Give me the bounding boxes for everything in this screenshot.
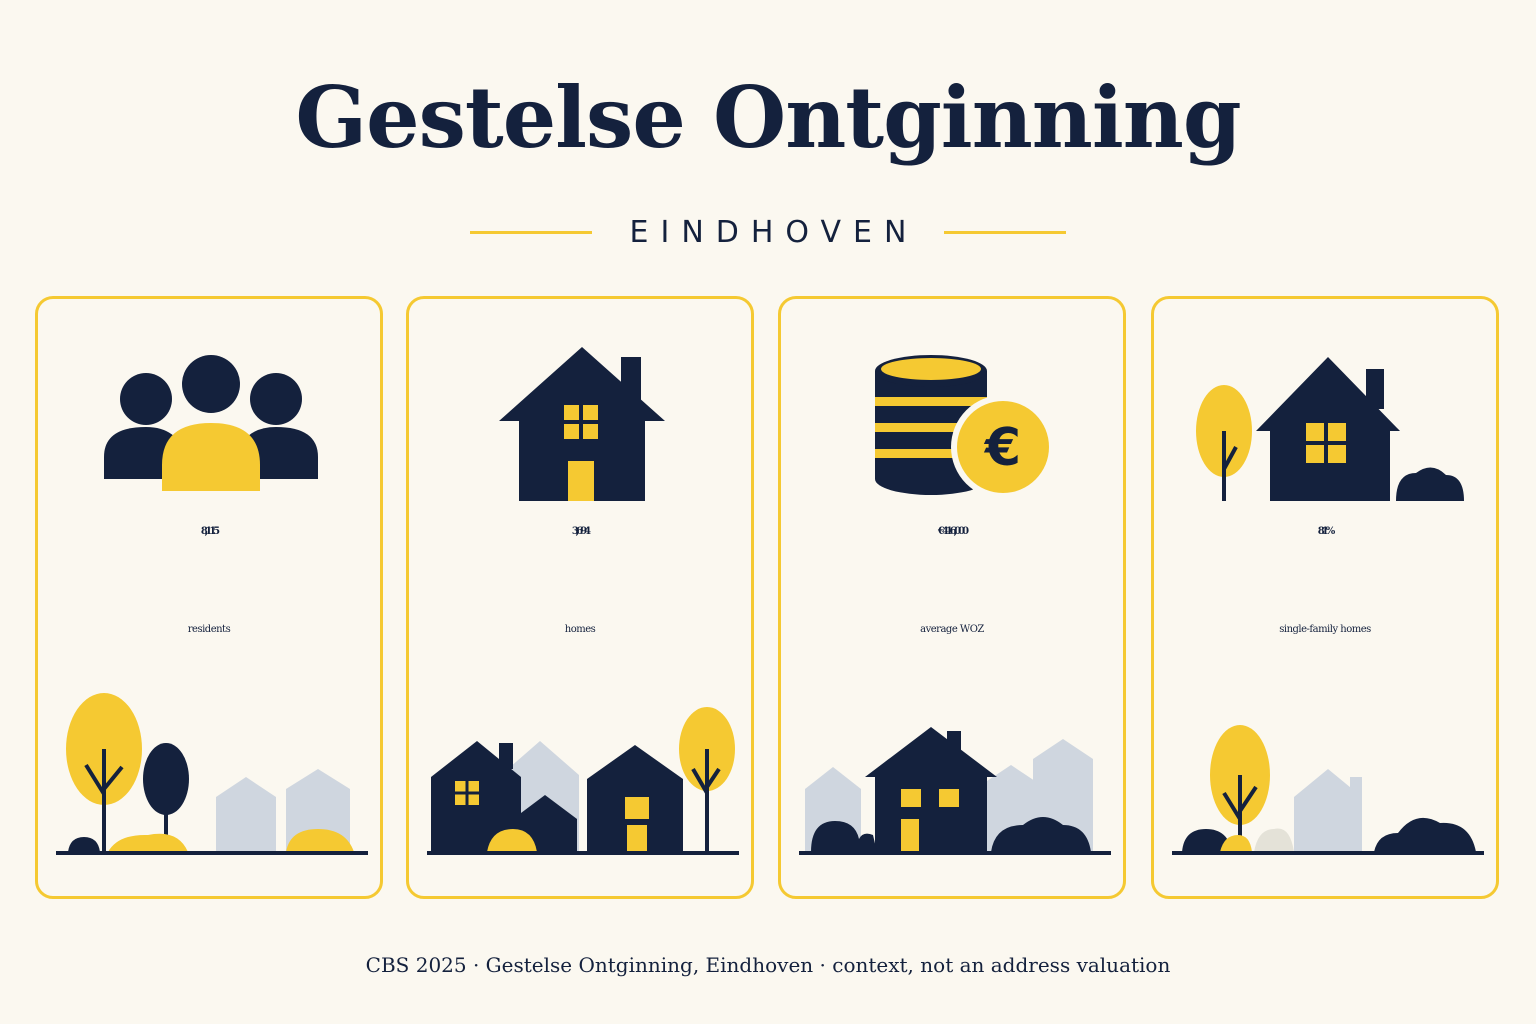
stat-card-homes: 3,694 homes <box>406 296 754 899</box>
page-title: Gestelse Ontginning <box>295 68 1241 167</box>
stat-label-residents: residents <box>187 624 231 635</box>
house-icon <box>499 347 665 501</box>
people-icon <box>104 355 318 491</box>
page-subtitle: EINDHOVEN <box>629 214 919 250</box>
svg-text:€: € <box>984 418 1021 478</box>
stat-value-residents: 8,115 <box>200 526 220 537</box>
neighbourhood-scene-icon <box>799 727 1111 855</box>
garden-scene-icon <box>1172 725 1484 855</box>
subtitle-rule-left <box>469 230 592 234</box>
subtitle-rule-right <box>944 230 1067 234</box>
stat-label-single-family: single-family homes <box>1279 624 1371 635</box>
detached-house-icon <box>1196 357 1464 501</box>
stat-value-single-family: 81% <box>1317 526 1335 537</box>
stat-value-woz: €416,000 <box>937 526 969 537</box>
stat-value-homes: 3,694 <box>571 526 591 537</box>
park-scene-icon <box>56 693 368 855</box>
stat-card-single-family: 81% single-family homes <box>1151 296 1499 899</box>
subtitle-row: EINDHOVEN <box>0 210 1536 254</box>
source-footer: CBS 2025 · Gestelse Ontginning, Eindhove… <box>365 953 1171 977</box>
stat-label-woz: average WOZ <box>920 624 984 635</box>
stat-label-homes: homes <box>564 624 596 635</box>
euro-coins-icon: € <box>875 355 1055 499</box>
stat-card-woz: € €416,000 average WOZ <box>778 296 1126 899</box>
street-scene-icon <box>427 707 739 855</box>
stat-card-residents: 8,115 residents <box>35 296 383 899</box>
